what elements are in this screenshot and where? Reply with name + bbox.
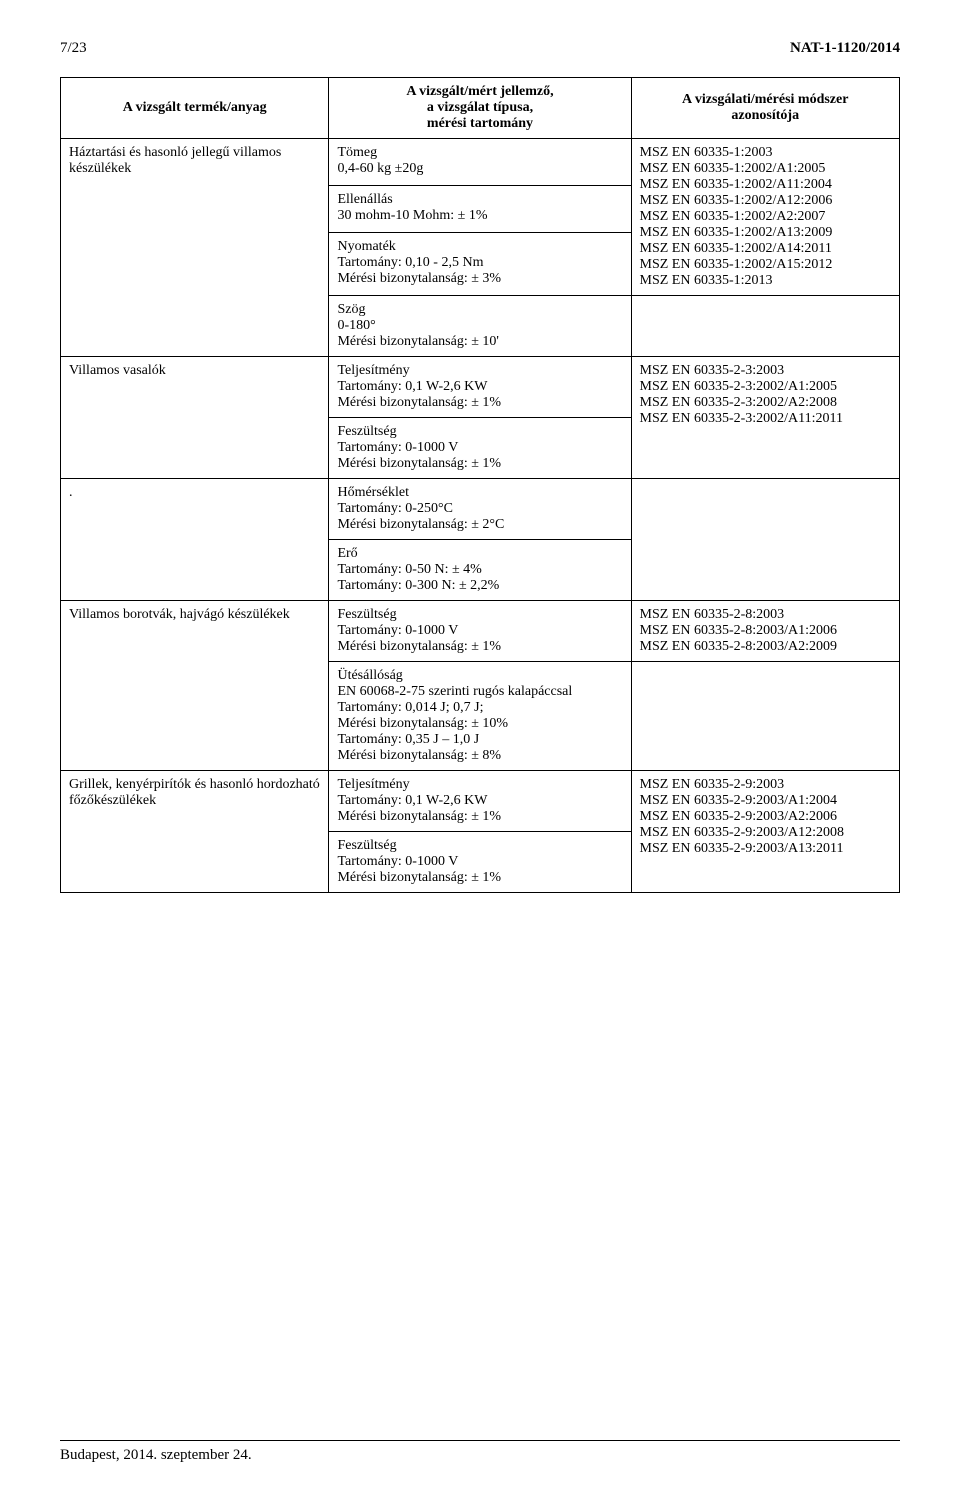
page-footer: Budapest, 2014. szeptember 24. bbox=[60, 1440, 900, 1464]
document-id: NAT-1-1120/2014 bbox=[790, 40, 900, 57]
standards-cell: MSZ EN 60335-2-9:2003MSZ EN 60335-2-9:20… bbox=[631, 771, 900, 893]
characteristic-cell: TeljesítményTartomány: 0,1 W-2,6 KWMérés… bbox=[329, 357, 631, 418]
characteristic-cell: Tömeg0,4-60 kg ±20g bbox=[329, 139, 631, 186]
standards-cell: MSZ EN 60335-2-3:2003MSZ EN 60335-2-3:20… bbox=[631, 357, 900, 479]
characteristic-cell: FeszültségTartomány: 0-1000 VMérési bizo… bbox=[329, 418, 631, 479]
page-number: 7/23 bbox=[60, 40, 87, 57]
characteristic-cell: Szög0-180°Mérési bizonytalanság: ± 10' bbox=[329, 296, 631, 357]
characteristic-cell: ErőTartomány: 0-50 N: ± 4%Tartomány: 0-3… bbox=[329, 540, 631, 601]
product-cell: Villamos vasalók bbox=[61, 357, 329, 479]
footer-date: Budapest, 2014. szeptember 24. bbox=[60, 1440, 900, 1464]
characteristic-cell: FeszültségTartomány: 0-1000 VMérési bizo… bbox=[329, 832, 631, 893]
characteristic-cell: ÜtésállóságEN 60068-2-75 szerinti rugós … bbox=[329, 662, 631, 771]
characteristic-cell: HőmérsékletTartomány: 0-250°CMérési bizo… bbox=[329, 479, 631, 540]
product-cell: Grillek, kenyérpirítók és hasonló hordoz… bbox=[61, 771, 329, 893]
product-cell: Háztartási és hasonló jellegű villamos k… bbox=[61, 139, 329, 357]
characteristic-cell: NyomatékTartomány: 0,10 - 2,5 NmMérési b… bbox=[329, 232, 631, 295]
standards-table: A vizsgált termék/anyag A vizsgált/mért … bbox=[60, 77, 900, 893]
product-cell: Villamos borotvák, hajvágó készülékek bbox=[61, 601, 329, 771]
table-header-method: A vizsgálati/mérési módszer azonosítója bbox=[631, 78, 900, 139]
standards-cell: MSZ EN 60335-2-8:2003MSZ EN 60335-2-8:20… bbox=[631, 601, 900, 662]
page-header: 7/23 NAT-1-1120/2014 bbox=[60, 40, 900, 57]
standards-cell bbox=[631, 479, 900, 601]
product-cell: . bbox=[61, 479, 329, 601]
standards-cell bbox=[631, 662, 900, 771]
standards-cell: MSZ EN 60335-1:2003MSZ EN 60335-1:2002/A… bbox=[631, 139, 900, 296]
standards-cell bbox=[631, 296, 900, 357]
table-header-characteristic: A vizsgált/mért jellemző, a vizsgálat tí… bbox=[329, 78, 631, 139]
characteristic-cell: Ellenállás30 mohm-10 Mohm: ± 1% bbox=[329, 185, 631, 232]
characteristic-cell: TeljesítményTartomány: 0,1 W-2,6 KWMérés… bbox=[329, 771, 631, 832]
characteristic-cell: FeszültségTartomány: 0-1000 VMérési bizo… bbox=[329, 601, 631, 662]
table-header-product: A vizsgált termék/anyag bbox=[61, 78, 329, 139]
